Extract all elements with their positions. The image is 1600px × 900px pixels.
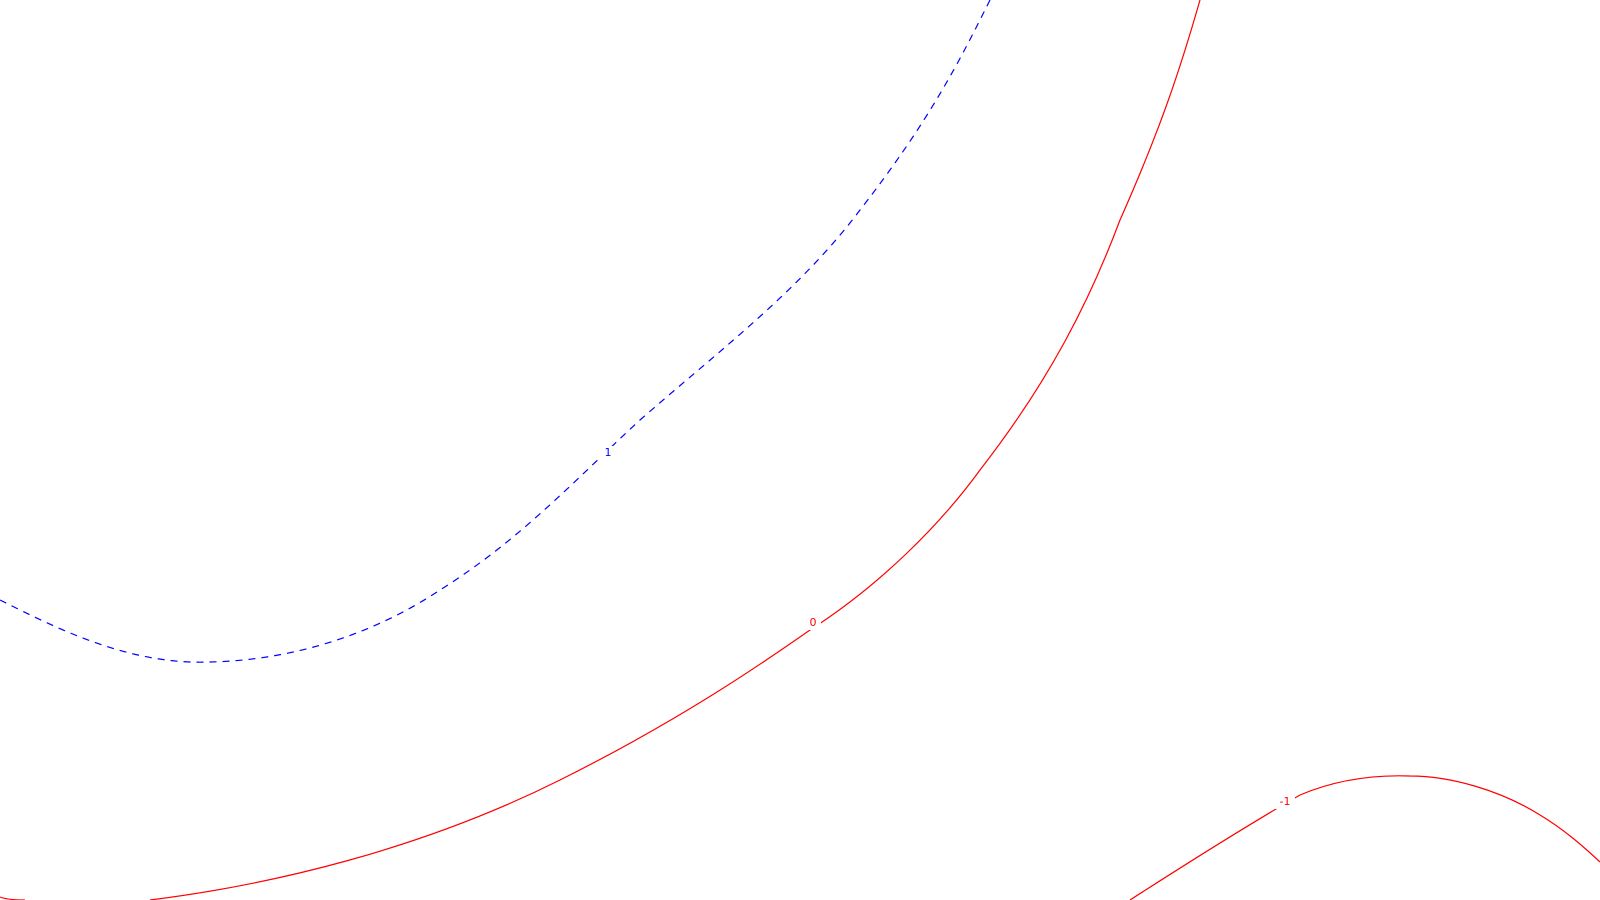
contour-label-neg1: -1: [1280, 795, 1291, 808]
contour-label-bg-neg1: [1275, 795, 1295, 809]
contour-label-1: 1: [605, 446, 612, 459]
contour-label-0: 0: [810, 616, 817, 629]
contour-line-1: [0, 0, 991, 663]
contour-label-bg-0: [805, 616, 821, 630]
contour-label-bg-1: [601, 446, 615, 460]
contour-line-neg1: [1129, 775, 1600, 900]
